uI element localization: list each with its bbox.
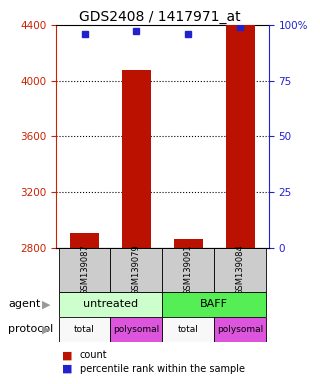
Text: ■: ■: [62, 364, 73, 374]
Text: GSM139079: GSM139079: [132, 244, 141, 295]
Text: agent: agent: [8, 299, 40, 310]
Bar: [214, 248, 266, 292]
Bar: [226, 25, 254, 248]
Bar: [59, 317, 110, 342]
Bar: [163, 317, 214, 342]
Text: BAFF: BAFF: [200, 299, 228, 310]
Text: polysomal: polysomal: [113, 325, 160, 334]
Text: protocol: protocol: [8, 324, 53, 334]
Text: total: total: [178, 325, 199, 334]
Bar: [70, 233, 99, 248]
Text: untreated: untreated: [83, 299, 138, 310]
Bar: [110, 317, 163, 342]
Bar: [59, 292, 163, 317]
Text: GSM139091: GSM139091: [184, 245, 193, 295]
Bar: [163, 248, 214, 292]
Text: GDS2408 / 1417971_at: GDS2408 / 1417971_at: [79, 10, 241, 23]
Text: polysomal: polysomal: [217, 325, 263, 334]
Bar: [174, 238, 203, 248]
Bar: [122, 70, 151, 248]
Text: percentile rank within the sample: percentile rank within the sample: [80, 364, 245, 374]
Text: ■: ■: [62, 350, 73, 360]
Bar: [59, 248, 110, 292]
Text: ▶: ▶: [42, 299, 51, 310]
Bar: [163, 292, 266, 317]
Text: count: count: [80, 350, 108, 360]
Text: total: total: [74, 325, 95, 334]
Text: GSM139084: GSM139084: [236, 244, 245, 295]
Text: ▶: ▶: [42, 324, 51, 334]
Bar: [110, 248, 163, 292]
Text: GSM139087: GSM139087: [80, 244, 89, 295]
Bar: [214, 317, 266, 342]
